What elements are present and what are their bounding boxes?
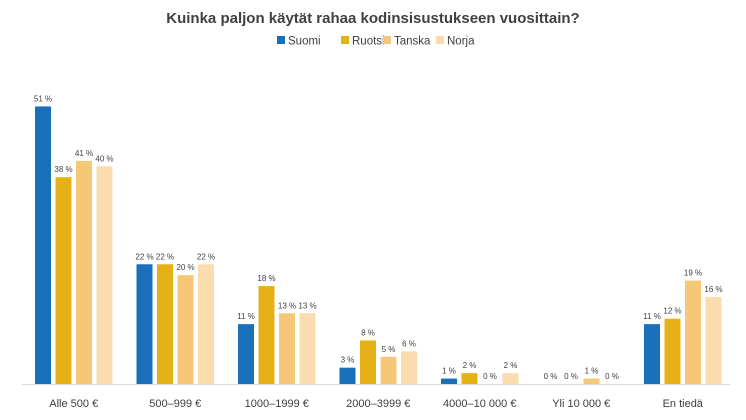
bar-tanska-1 (177, 275, 194, 384)
legend-label-norja: Norja (447, 36, 475, 48)
data-label-tanska-4: 0 % (483, 372, 497, 381)
bar-suomi-3 (339, 367, 356, 384)
data-label-suomi-0: 51 % (34, 94, 52, 103)
data-label-norja-6: 16 % (704, 285, 722, 294)
data-label-suomi-6: 11 % (643, 312, 661, 321)
bar-suomi-6 (644, 324, 660, 384)
data-label-ruotsi-1: 22 % (156, 252, 174, 261)
legend-label-ruotsi: Ruotsi (352, 36, 385, 48)
bars-group (35, 106, 722, 384)
category-label-5: Yli 10 000 € (552, 398, 610, 410)
data-label-norja-1: 22 % (197, 252, 215, 261)
category-label-0: Alle 500 € (49, 398, 98, 410)
data-label-tanska-5: 1 % (585, 367, 599, 376)
data-label-suomi-1: 22 % (135, 252, 153, 261)
data-label-suomi-3: 3 % (341, 356, 355, 365)
legend-swatch-ruotsi (341, 36, 349, 44)
data-label-ruotsi-0: 38 % (54, 165, 72, 174)
category-label-1: 500–999 € (149, 398, 201, 410)
bar-tanska-0 (76, 160, 92, 384)
bar-suomi-0 (35, 106, 51, 384)
chart-legend: Suomi Ruotsi Tanska Norja (277, 36, 475, 48)
bar-norja-1 (198, 264, 214, 384)
data-label-tanska-1: 20 % (176, 263, 194, 272)
data-label-norja-3: 6 % (402, 339, 416, 348)
data-label-suomi-2: 11 % (237, 312, 255, 321)
data-label-ruotsi-2: 18 % (257, 274, 275, 283)
data-labels-group: 51 %38 %41 %40 %22 % 22 %20 %22 %11 %18 %… (34, 94, 723, 381)
bar-tanska-5 (583, 378, 600, 384)
bar-ruotsi-2 (258, 286, 275, 384)
bar-norja-2 (299, 313, 316, 384)
bar-suomi-4 (441, 378, 457, 384)
data-label-tanska-3: 5 % (382, 345, 396, 354)
bar-norja-6 (705, 296, 722, 384)
bar-suomi-1 (136, 264, 153, 384)
data-label-norja-5: 0 % (605, 372, 619, 381)
legend-label-tanska: Tanska (394, 36, 431, 48)
category-label-4: 4000–10 000 € (443, 398, 516, 410)
bar-ruotsi-3 (360, 340, 376, 384)
bar-norja-0 (96, 166, 113, 384)
bar-norja-3 (401, 351, 417, 384)
data-label-norja-4: 2 % (504, 361, 518, 370)
data-label-tanska-6: 19 % (684, 269, 702, 278)
data-label-ruotsi-5: 0 % (564, 372, 578, 381)
chart-title: Kuinka paljon käytät rahaa kodinsisustuk… (166, 10, 579, 27)
data-label-tanska-2: 13 % (278, 301, 296, 310)
category-label-6: En tiedä (663, 398, 704, 410)
category-label-3: 2000–3999 € (346, 398, 410, 410)
bar-ruotsi-0 (55, 177, 72, 384)
bar-ruotsi-1 (157, 264, 173, 384)
data-label-ruotsi-6: 12 % (663, 307, 681, 316)
bar-tanska-6 (685, 280, 701, 384)
category-label-2: 1000–1999 € (245, 398, 309, 410)
bar-ruotsi-4 (461, 373, 478, 384)
data-label-norja-2: 13 % (298, 301, 316, 310)
data-label-suomi-4: 1 % (442, 367, 456, 376)
data-label-suomi-5: 0 % (544, 372, 558, 381)
bar-norja-4 (502, 373, 519, 384)
category-labels-group: Alle 500 € 500–999 € 1000–1999 € 2000–3999 … (49, 398, 704, 410)
legend-swatch-tanska (383, 36, 391, 44)
legend-swatch-norja (436, 36, 444, 44)
legend-label-suomi: Suomi (288, 36, 321, 48)
bar-suomi-2 (238, 324, 254, 384)
bar-tanska-3 (380, 356, 397, 384)
bar-tanska-2 (279, 313, 295, 384)
bar-ruotsi-6 (664, 318, 681, 384)
data-label-ruotsi-3: 8 % (361, 328, 375, 337)
data-label-norja-0: 40 % (95, 154, 113, 163)
legend-swatch-suomi (277, 36, 285, 44)
data-label-tanska-0: 41 % (75, 149, 93, 158)
data-label-ruotsi-4: 2 % (463, 361, 477, 370)
